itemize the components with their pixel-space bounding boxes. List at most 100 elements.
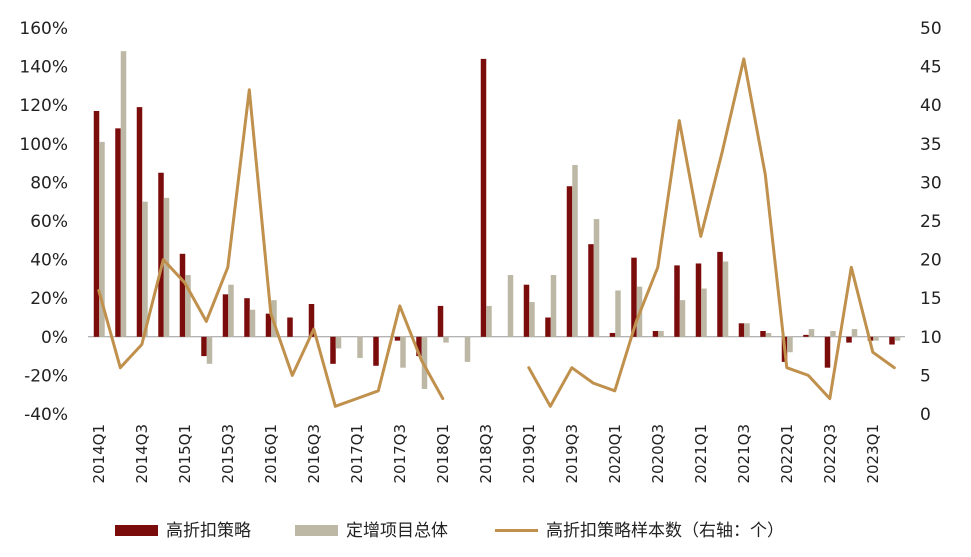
right-tick-label: 10 xyxy=(920,328,942,348)
bar-overall xyxy=(830,331,836,337)
bar-overall xyxy=(486,305,492,337)
legend-swatch-high-discount xyxy=(115,525,158,536)
legend: 高折扣策略 定增项目总体 高折扣策略样本数（右轴：个） xyxy=(115,521,784,541)
bar-high-discount xyxy=(652,331,659,337)
left-tick-label: 20% xyxy=(30,289,68,309)
bar-high-discount xyxy=(674,265,680,337)
right-axis-ticks: 0 5 10 15 20 25 30 35 40 45 50 xyxy=(920,19,942,425)
bar-overall xyxy=(206,336,213,364)
x-tick-label: 2018Q1 xyxy=(434,424,452,484)
bar-overall xyxy=(529,302,535,337)
bar-high-discount xyxy=(889,336,895,345)
right-tick-label: 35 xyxy=(920,135,942,155)
right-tick-label: 0 xyxy=(920,405,931,425)
left-tick-label: 80% xyxy=(30,173,68,193)
bar-overall xyxy=(99,141,105,337)
x-tick-label: 2022Q3 xyxy=(821,424,839,484)
bar-overall xyxy=(744,323,750,337)
x-tick-label: 2017Q3 xyxy=(391,424,409,484)
x-tick-label: 2021Q3 xyxy=(735,424,753,484)
bar-high-discount xyxy=(523,284,530,337)
bar-high-discount xyxy=(631,257,637,337)
bar-overall xyxy=(808,329,815,337)
x-tick-label: 2019Q3 xyxy=(563,424,581,484)
bar-high-discount xyxy=(265,313,272,337)
bar-overall xyxy=(335,336,342,349)
bar-overall xyxy=(787,336,793,353)
bar-overall xyxy=(593,219,600,337)
bar-high-discount xyxy=(846,336,852,343)
bar-overall xyxy=(443,336,449,343)
x-tick-label: 2014Q1 xyxy=(90,424,108,484)
bar-high-discount xyxy=(824,336,831,368)
left-tick-label: 100% xyxy=(19,135,68,155)
bar-overall xyxy=(658,331,664,337)
x-tick-label: 2014Q3 xyxy=(133,424,151,484)
x-tick-label: 2018Q3 xyxy=(477,424,495,484)
bar-high-discount xyxy=(244,298,250,337)
legend-label-sample-count: 高折扣策略样本数（右轴：个） xyxy=(546,521,784,541)
left-tick-label: 140% xyxy=(19,58,68,78)
bar-overall xyxy=(120,51,127,337)
bar-high-discount xyxy=(545,317,551,337)
bar-high-discount xyxy=(416,336,422,357)
bar-high-discount xyxy=(308,303,315,337)
bar-overall xyxy=(163,197,170,337)
x-tick-label: 2015Q3 xyxy=(219,424,237,484)
bar-high-discount xyxy=(437,305,444,337)
bar-high-discount xyxy=(373,336,379,366)
left-tick-label: -20% xyxy=(24,366,68,386)
bar-high-discount xyxy=(695,263,702,337)
bars-layer xyxy=(93,51,901,389)
bar-overall xyxy=(765,332,772,337)
bar-high-discount xyxy=(136,107,143,337)
left-tick-label: 40% xyxy=(30,251,68,271)
bar-overall xyxy=(249,309,256,337)
legend-label-overall: 定增项目总体 xyxy=(346,521,448,541)
bar-high-discount xyxy=(179,253,186,337)
bar-overall xyxy=(550,275,557,337)
legend-swatch-overall xyxy=(295,525,338,536)
right-tick-label: 50 xyxy=(920,19,942,39)
line-layer xyxy=(97,57,896,408)
bar-overall xyxy=(400,336,406,368)
left-tick-label: 160% xyxy=(19,19,68,39)
left-tick-label: 0% xyxy=(41,328,68,348)
bar-overall xyxy=(572,165,578,337)
x-tick-label: 2021Q1 xyxy=(692,424,710,484)
legend-label-high-discount: 高折扣策略 xyxy=(166,521,251,541)
bar-overall xyxy=(722,261,729,337)
x-tick-label: 2015Q1 xyxy=(176,424,194,484)
right-tick-label: 25 xyxy=(920,212,942,232)
x-tick-label: 2023Q1 xyxy=(864,424,882,484)
x-tick-label: 2019Q1 xyxy=(520,424,538,484)
right-tick-label: 30 xyxy=(920,173,942,193)
x-axis-ticks: 2014Q1 2014Q3 2015Q1 2015Q3 2016Q1 2016Q3 2017… xyxy=(90,424,882,484)
sample-count-line xyxy=(527,57,896,408)
bar-overall xyxy=(894,336,901,341)
bar-overall xyxy=(679,300,686,337)
x-tick-label: 2020Q1 xyxy=(606,424,624,484)
bar-overall xyxy=(873,336,879,341)
bar-overall xyxy=(228,284,234,337)
bar-overall xyxy=(851,329,858,337)
right-tick-label: 15 xyxy=(920,289,942,309)
right-tick-label: 20 xyxy=(920,251,942,271)
bar-high-discount xyxy=(760,331,766,337)
bar-high-discount xyxy=(803,334,809,337)
x-tick-label: 2016Q3 xyxy=(305,424,323,484)
bar-overall xyxy=(142,201,148,337)
right-tick-label: 5 xyxy=(920,366,931,386)
x-tick-label: 2022Q1 xyxy=(778,424,796,484)
bar-overall xyxy=(357,336,363,359)
bar-high-discount xyxy=(330,336,336,364)
bar-high-discount xyxy=(287,317,293,337)
bar-overall xyxy=(615,290,621,337)
left-tick-label: -40% xyxy=(24,405,68,425)
right-tick-label: 40 xyxy=(920,96,942,116)
x-tick-label: 2017Q1 xyxy=(348,424,366,484)
bar-high-discount xyxy=(717,251,723,337)
x-tick-label: 2020Q3 xyxy=(649,424,667,484)
left-tick-label: 60% xyxy=(30,212,68,232)
